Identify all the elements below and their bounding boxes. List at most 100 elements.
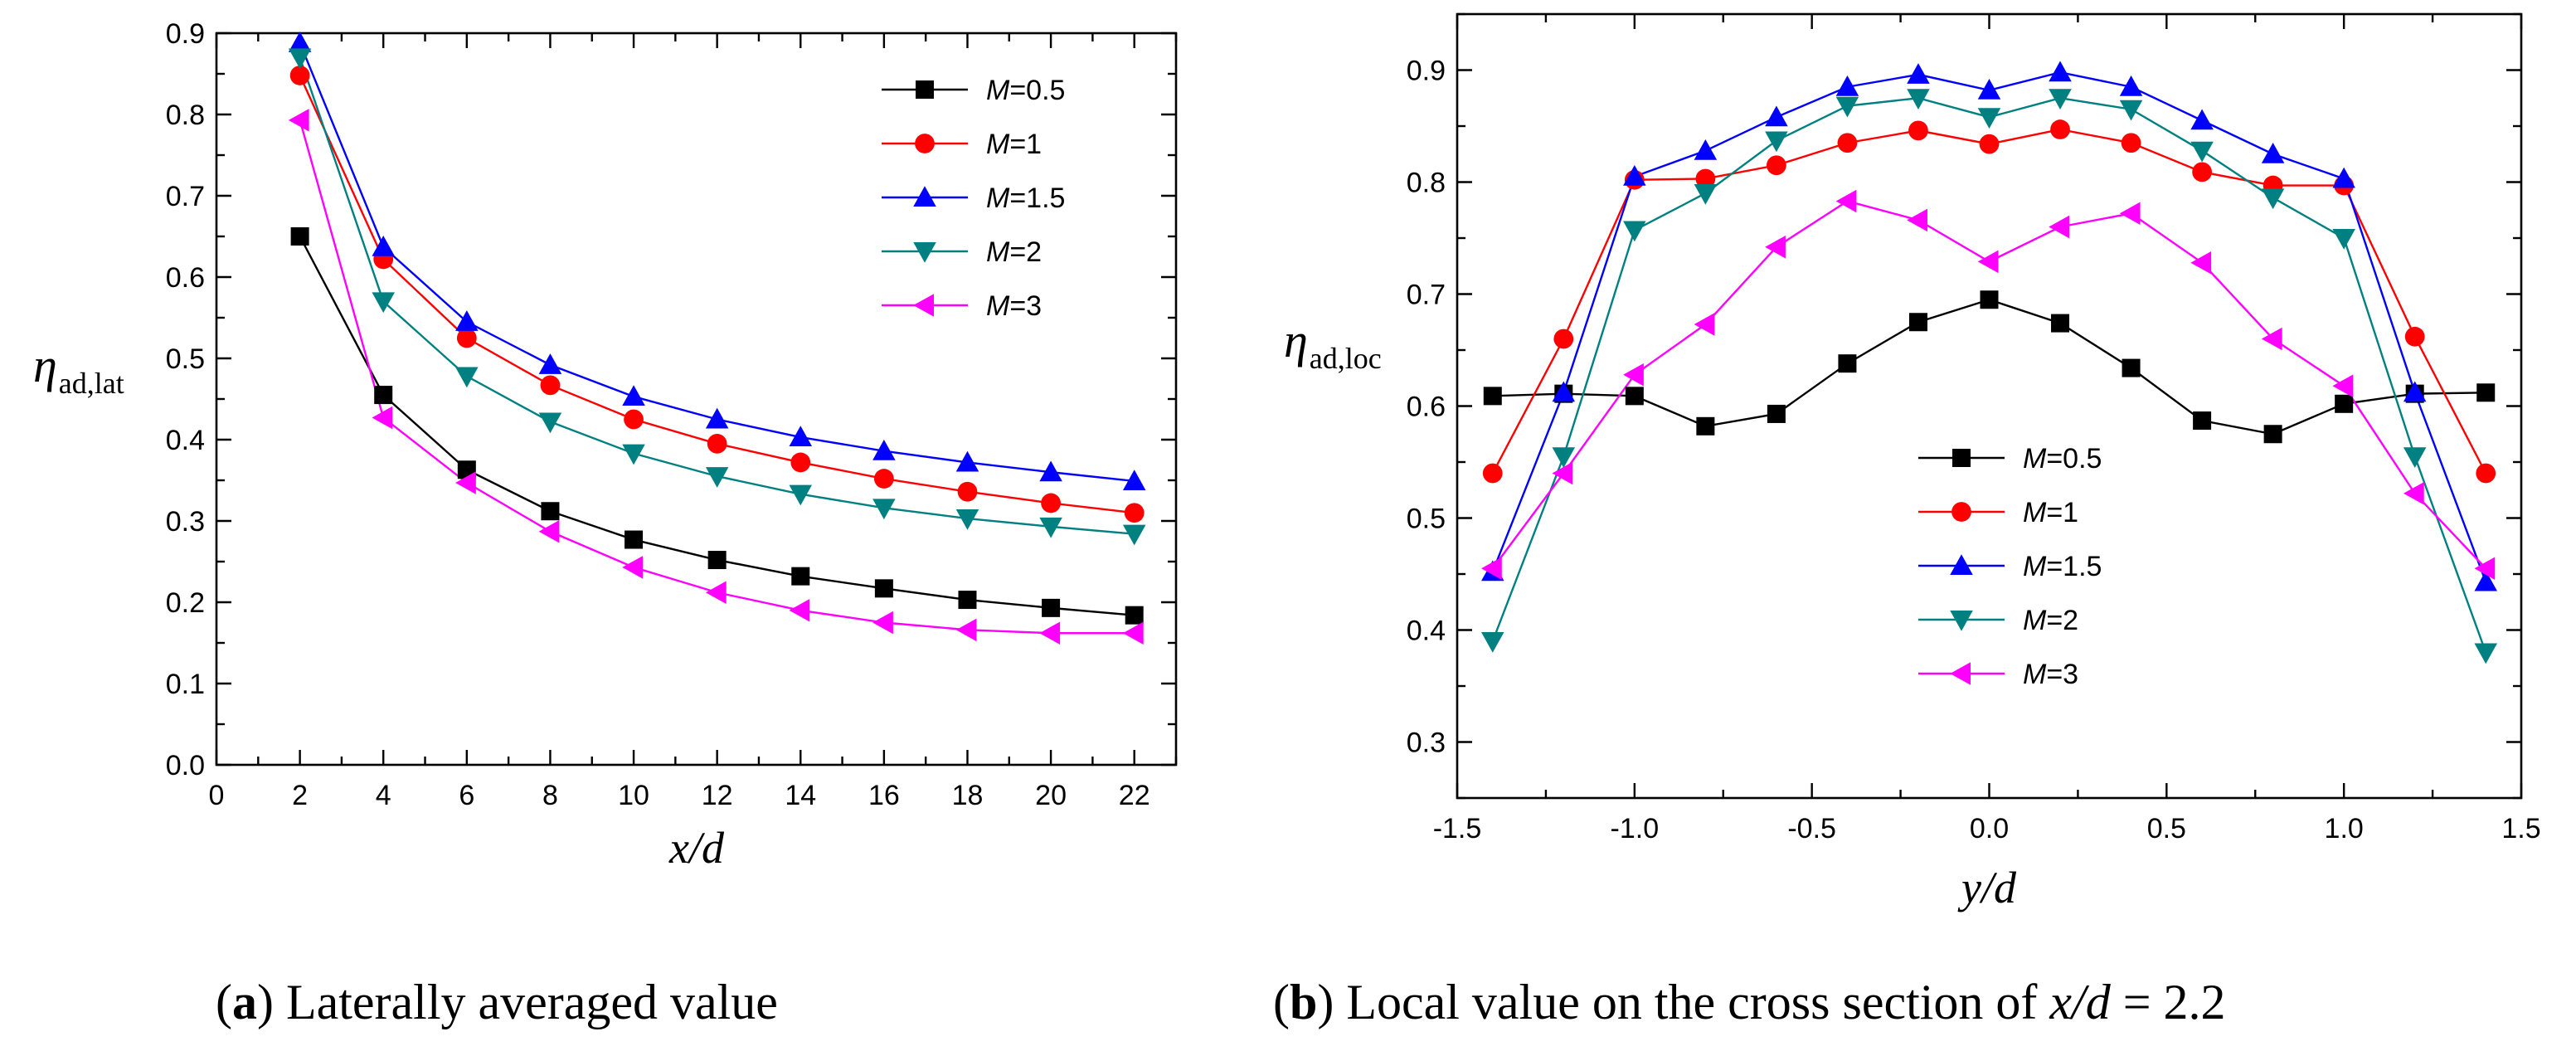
- data-point: [2263, 425, 2282, 444]
- data-point: [1625, 387, 1644, 406]
- data-point: [622, 556, 644, 579]
- data-point: [955, 450, 979, 472]
- y-tick-label: 0.7: [1407, 280, 1446, 311]
- data-point: [874, 579, 893, 598]
- data-point: [1908, 120, 1928, 141]
- data-point: [1481, 557, 1502, 580]
- x-axis-title: x/d: [668, 823, 725, 873]
- data-point: [1122, 524, 1146, 546]
- data-point: [1122, 470, 1146, 490]
- x-tick-label: -1.5: [1433, 813, 1482, 844]
- legend-label: M=2: [986, 236, 1042, 268]
- x-tick-label: 0.0: [1970, 813, 2009, 844]
- data-point: [957, 481, 978, 502]
- data-point: [622, 385, 645, 406]
- data-point: [790, 452, 811, 473]
- legend-marker: [913, 294, 934, 317]
- x-tick-label: 4: [376, 780, 391, 811]
- legend: M=0.5 M=1 M=1.5 M=2 M=3: [1918, 443, 2102, 690]
- legend: M=0.5 M=1 M=1.5 M=2 M=3: [882, 75, 1065, 322]
- data-point: [873, 469, 894, 489]
- data-point: [1980, 290, 1999, 309]
- data-point: [2476, 463, 2496, 484]
- data-point: [625, 530, 644, 549]
- data-point: [1907, 208, 1927, 232]
- data-point: [1908, 313, 1927, 332]
- data-point: [1696, 416, 1715, 436]
- data-point: [2474, 557, 2496, 580]
- data-point: [872, 611, 893, 635]
- data-point: [1694, 184, 1718, 205]
- data-point: [1979, 134, 2000, 154]
- data-point: [2474, 643, 2497, 664]
- legend-marker: [1950, 554, 1973, 575]
- data-point: [1623, 221, 1646, 242]
- data-point: [1835, 96, 1859, 118]
- data-point: [872, 439, 896, 460]
- data-point: [1481, 632, 1504, 653]
- data-point: [2119, 75, 2143, 96]
- data-point: [2190, 251, 2212, 275]
- data-point: [1835, 189, 1857, 213]
- data-point: [1042, 598, 1061, 617]
- data-point: [958, 591, 977, 610]
- data-point: [1552, 461, 1573, 485]
- data-point: [1837, 133, 1858, 153]
- data-point: [1039, 460, 1062, 482]
- data-point: [1835, 75, 1859, 96]
- data-point: [290, 227, 309, 246]
- legend-label: M=1.5: [986, 182, 1065, 214]
- data-point: [1125, 606, 1144, 625]
- legend-marker: [915, 134, 935, 153]
- data-point: [1765, 105, 1788, 127]
- data-point: [540, 375, 561, 396]
- y-tick-label: 0.6: [166, 262, 205, 294]
- data-point: [2332, 229, 2355, 250]
- data-point: [2190, 141, 2214, 163]
- x-tick-label: 2: [292, 780, 308, 811]
- data-point: [1552, 381, 1576, 402]
- data-point: [1767, 404, 1786, 423]
- legend-label: M=1: [2023, 497, 2078, 528]
- data-point: [789, 484, 813, 506]
- data-point: [705, 407, 729, 429]
- data-point: [1694, 313, 1715, 336]
- y-tick-label: 0.4: [166, 425, 205, 456]
- x-tick-label: 18: [952, 780, 984, 811]
- data-point: [2119, 100, 2143, 121]
- y-tick-label: 0.6: [1407, 392, 1446, 423]
- x-tick-label: 1.0: [2325, 813, 2364, 844]
- x-tick-label: 20: [1035, 780, 1067, 811]
- x-tick-label: -0.5: [1787, 813, 1836, 844]
- data-point: [455, 367, 479, 388]
- data-point: [624, 409, 644, 430]
- plot-frame: [1456, 12, 2523, 800]
- data-point: [2051, 314, 2070, 333]
- legend-label: M=3: [986, 290, 1042, 322]
- data-point: [1977, 79, 2001, 100]
- legend-marker: [1950, 662, 1971, 685]
- data-point: [2261, 143, 2285, 163]
- legend-marker: [1952, 449, 1971, 467]
- data-point: [955, 618, 977, 642]
- legend-marker: [1950, 611, 1973, 631]
- legend-marker: [913, 242, 936, 263]
- x-tick-label: 8: [542, 780, 558, 811]
- data-point: [1765, 131, 1788, 153]
- data-point: [2049, 61, 2072, 82]
- y-axis-title: ηad,lat: [33, 338, 124, 400]
- data-point: [2121, 133, 2141, 153]
- data-point: [1765, 236, 1786, 259]
- legend-label: M=1: [986, 129, 1042, 160]
- data-point: [1122, 621, 1144, 645]
- y-tick-label: 0.5: [166, 343, 205, 375]
- data-point: [288, 109, 309, 132]
- x-tick-label: 12: [702, 780, 733, 811]
- data-point: [2403, 447, 2427, 468]
- data-point: [955, 509, 979, 530]
- data-point: [1838, 354, 1857, 373]
- data-point: [1767, 155, 1786, 176]
- data-point: [2049, 89, 2072, 109]
- x-tick-label: 16: [868, 780, 900, 811]
- data-point: [2192, 162, 2212, 182]
